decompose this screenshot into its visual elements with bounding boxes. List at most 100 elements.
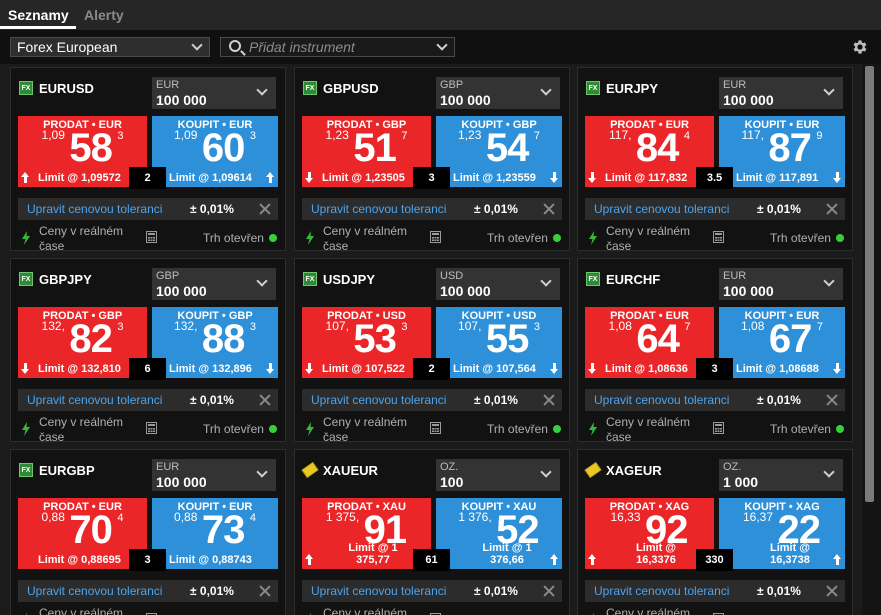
- adjust-tolerance-link[interactable]: Upravit cenovou toleranci: [311, 202, 447, 216]
- scrollbar[interactable]: [862, 64, 881, 615]
- quantity-currency: EUR: [156, 461, 180, 473]
- sell-price-prefix: 0,88: [41, 510, 65, 524]
- quantity-select[interactable]: EUR 100 000: [152, 77, 276, 109]
- buy-price-fraction: 9: [816, 130, 823, 142]
- calculator-icon[interactable]: [146, 422, 157, 434]
- close-icon[interactable]: [258, 202, 272, 216]
- arrow-up-icon: [21, 172, 30, 183]
- arrow-up-icon: [833, 554, 842, 565]
- scrollbar-thumb[interactable]: [865, 66, 874, 502]
- limit-prefix: Limit @: [38, 554, 82, 566]
- adjust-tolerance-link[interactable]: Upravit cenovou toleranci: [27, 202, 163, 216]
- sell-button[interactable]: PRODAT • XAU 1 375, 91 Limit @ 1 375,77: [302, 498, 431, 569]
- quantity-select[interactable]: EUR 100 000: [152, 459, 276, 491]
- limit-prefix: Limit @: [482, 542, 526, 554]
- buy-limit: Limit @ 16,3738: [722, 540, 842, 566]
- ticket-header: FX GBPUSD: [303, 78, 379, 98]
- sell-limit-text: Limit @ 1,23505: [322, 172, 405, 184]
- limit-prefix: Limit @: [169, 172, 213, 184]
- calculator-icon[interactable]: [713, 613, 724, 615]
- quantity-select[interactable]: OZ. 100: [436, 459, 560, 491]
- calculator-icon[interactable]: [146, 613, 157, 615]
- sell-limit-text: Limit @ 117,832: [605, 172, 687, 184]
- close-icon[interactable]: [542, 202, 556, 216]
- buy-button[interactable]: KOUPIT • EUR 1,08 67 7 Limit @ 1,08688: [719, 307, 845, 378]
- adjust-tolerance-link[interactable]: Upravit cenovou toleranci: [27, 393, 163, 407]
- fx-icon: FX: [586, 272, 600, 286]
- close-icon[interactable]: [825, 393, 839, 407]
- buy-limit: Limit @ 1 376,66: [439, 540, 559, 566]
- sell-button[interactable]: PRODAT • EUR 1,09 58 3 Limit @ 1,09572: [18, 116, 147, 187]
- buy-price-fraction: 3: [533, 321, 540, 333]
- adjust-tolerance-link[interactable]: Upravit cenovou toleranci: [594, 584, 730, 598]
- ticket-footer: Ceny v reálném čase Trh otevřen: [585, 605, 845, 615]
- buy-button[interactable]: KOUPIT • XAU 1 376, 52 Limit @ 1 376,66: [436, 498, 562, 569]
- buy-limit-value: 132,896: [212, 363, 252, 375]
- quantity-select[interactable]: EUR 100 000: [719, 268, 843, 300]
- adjust-tolerance-link[interactable]: Upravit cenovou toleranci: [594, 202, 730, 216]
- sell-price-prefix: 1,08: [608, 319, 632, 333]
- sell-button[interactable]: PRODAT • EUR 0,88 70 4 Limit @ 0,88695: [18, 498, 147, 569]
- buy-button[interactable]: KOUPIT • EUR 0,88 73 4 Limit @ 0,88743: [152, 498, 278, 569]
- spread-value: 330: [696, 549, 733, 571]
- sell-button[interactable]: PRODAT • EUR 117, 84 4 Limit @ 117,832: [585, 116, 714, 187]
- quantity-value: 100 000: [156, 92, 207, 108]
- buy-button[interactable]: KOUPIT • XAG 16,37 22 Limit @ 16,3738: [719, 498, 845, 569]
- close-icon[interactable]: [258, 584, 272, 598]
- calculator-icon[interactable]: [146, 231, 157, 243]
- buy-button[interactable]: KOUPIT • GBP 132, 88 3 Limit @ 132,896: [152, 307, 278, 378]
- watchlist-select[interactable]: Forex European: [10, 37, 210, 57]
- sell-button[interactable]: PRODAT • EUR 1,08 64 7 Limit @ 1,08636: [585, 307, 714, 378]
- buy-label: KOUPIT • USD: [461, 310, 537, 322]
- close-icon[interactable]: [825, 584, 839, 598]
- sell-button[interactable]: PRODAT • GBP 1,23 51 7 Limit @ 1,23505: [302, 116, 431, 187]
- adjust-tolerance-link[interactable]: Upravit cenovou toleranci: [311, 584, 447, 598]
- buy-price-prefix: 117,: [741, 128, 764, 142]
- sell-price-fraction: 3: [117, 321, 124, 333]
- quantity-select[interactable]: EUR 100 000: [719, 77, 843, 109]
- quantity-currency: EUR: [156, 79, 180, 91]
- buy-button[interactable]: KOUPIT • GBP 1,23 54 7 Limit @ 1,23559: [436, 116, 562, 187]
- adjust-tolerance-link[interactable]: Upravit cenovou toleranci: [594, 393, 730, 407]
- buy-button[interactable]: KOUPIT • USD 107, 55 3 Limit @ 107,564: [436, 307, 562, 378]
- sell-price-fraction: 7: [684, 321, 691, 333]
- close-icon[interactable]: [825, 202, 839, 216]
- adjust-tolerance-link[interactable]: Upravit cenovou toleranci: [311, 393, 447, 407]
- tolerance-row: Upravit cenovou toleranci ± 0,01%: [585, 198, 845, 220]
- quantity-select[interactable]: USD 100 000: [436, 268, 560, 300]
- sell-button[interactable]: PRODAT • XAG 16,33 92 Limit @ 16,3376: [585, 498, 714, 569]
- market-status-label: Trh otevřen: [203, 613, 264, 615]
- buy-price-fraction: 3: [249, 130, 256, 142]
- search-input[interactable]: [249, 39, 429, 55]
- buy-limit-text: Limit @ 132,896: [169, 363, 252, 375]
- ticket-header: FX GBPJPY: [19, 269, 92, 289]
- calculator-icon[interactable]: [430, 613, 441, 615]
- calculator-icon[interactable]: [713, 231, 724, 243]
- spread-value: 3.5: [696, 167, 733, 189]
- quantity-select[interactable]: GBP 100 000: [436, 77, 560, 109]
- calculator-icon[interactable]: [430, 422, 441, 434]
- tab-alerty[interactable]: Alerty: [84, 7, 124, 23]
- adjust-tolerance-link[interactable]: Upravit cenovou toleranci: [27, 584, 163, 598]
- instrument-search[interactable]: [220, 37, 455, 57]
- sell-button[interactable]: PRODAT • USD 107, 53 3 Limit @ 107,522: [302, 307, 431, 378]
- gear-icon[interactable]: [851, 38, 869, 56]
- quantity-select[interactable]: GBP 100 000: [152, 268, 276, 300]
- tolerance-value: ± 0,01%: [474, 393, 518, 407]
- close-icon[interactable]: [542, 584, 556, 598]
- fx-icon: FX: [19, 463, 33, 477]
- close-icon[interactable]: [542, 393, 556, 407]
- sell-button[interactable]: PRODAT • GBP 132, 82 3 Limit @ 132,810: [18, 307, 147, 378]
- close-icon[interactable]: [258, 393, 272, 407]
- buy-button[interactable]: KOUPIT • EUR 1,09 60 3 Limit @ 1,09614: [152, 116, 278, 187]
- instrument-name: EURJPY: [606, 80, 659, 96]
- calculator-icon[interactable]: [713, 422, 724, 434]
- quantity-select[interactable]: OZ. 1 000: [719, 459, 843, 491]
- calculator-icon[interactable]: [430, 231, 441, 243]
- tolerance-row: Upravit cenovou toleranci ± 0,01%: [302, 389, 562, 411]
- buy-button[interactable]: KOUPIT • EUR 117, 87 9 Limit @ 117,891: [719, 116, 845, 187]
- trade-ticket-gbpjpy: FX GBPJPY GBP 100 000 PRODAT • GBP 132, …: [10, 258, 286, 444]
- tab-seznamy[interactable]: Seznamy: [8, 7, 69, 23]
- sell-limit-value: 117,832: [648, 172, 688, 184]
